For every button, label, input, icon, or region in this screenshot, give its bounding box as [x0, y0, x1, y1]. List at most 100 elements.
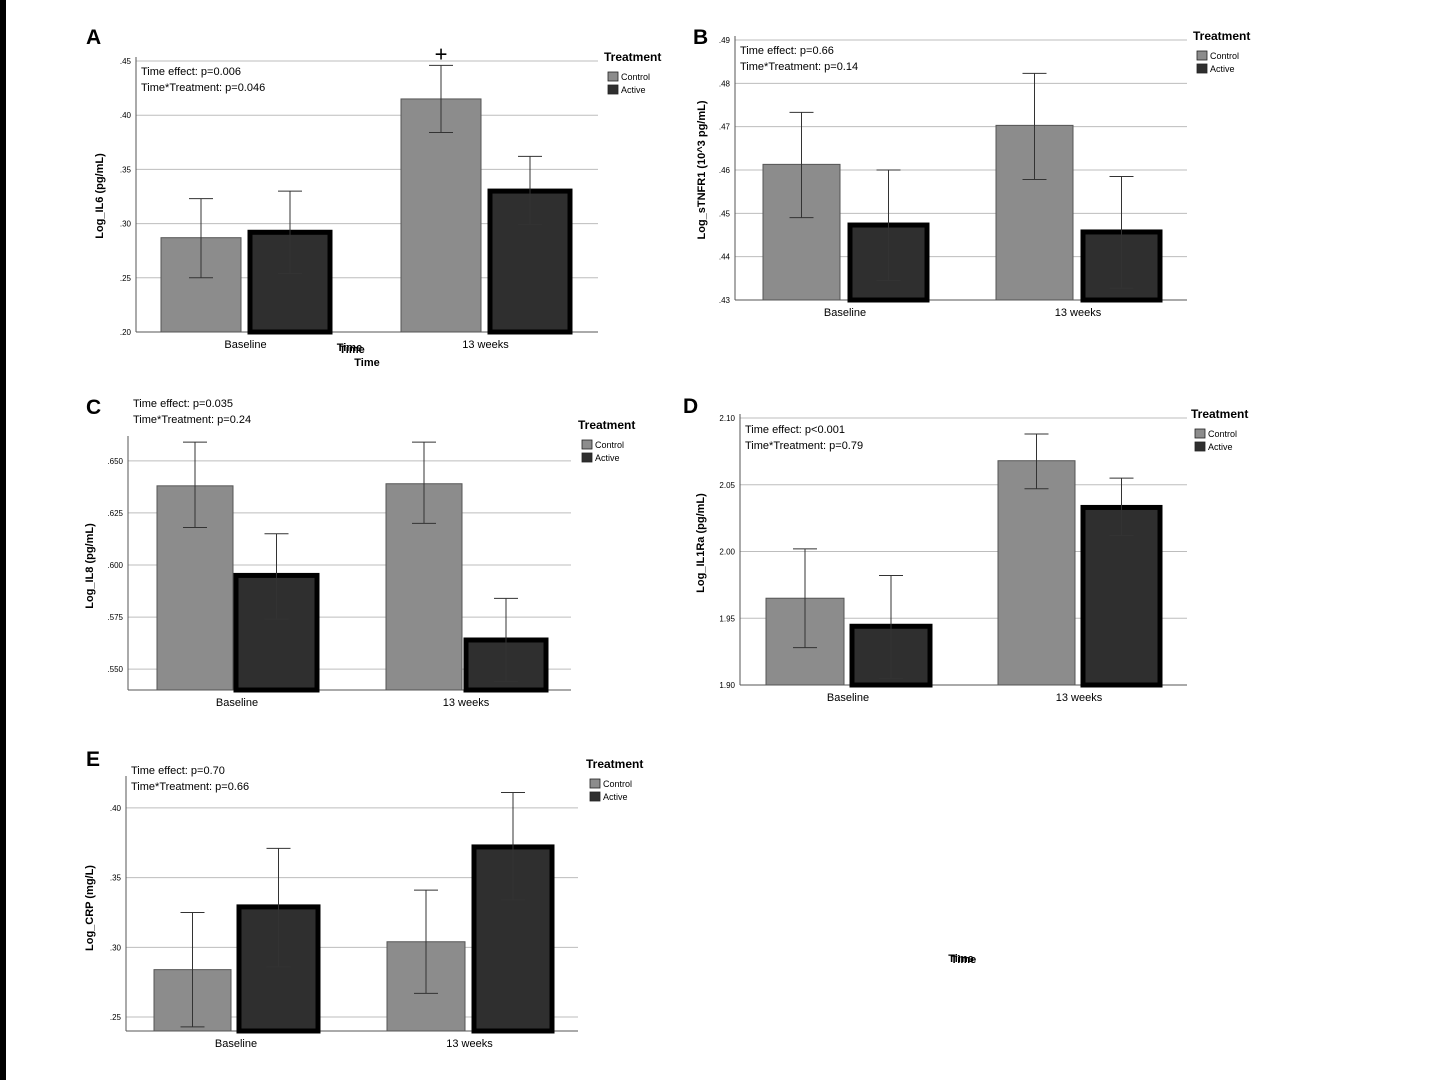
- x-tick-label: Baseline: [216, 697, 258, 709]
- legend-swatch-active: [1194, 441, 1206, 452]
- legend-swatch-control: [1194, 428, 1206, 439]
- y-axis-label: Log_sTNFR1 (10^3 pg/mL): [696, 100, 708, 239]
- y-tick-label: .44: [719, 253, 731, 262]
- y-tick-label: .45: [120, 57, 132, 66]
- error-bar: [789, 111, 814, 219]
- y-tick-label: .30: [110, 943, 122, 952]
- y-tick-label: 2.00: [719, 548, 735, 557]
- error-bar: [183, 441, 207, 528]
- x-tick-label: 13 weeks: [1056, 692, 1103, 704]
- legend-label-control: Control: [603, 779, 632, 789]
- error-bar: [264, 533, 289, 620]
- y-tick-label: .575: [107, 613, 123, 622]
- error-bar: [278, 190, 302, 274]
- y-tick-label: .45: [719, 209, 731, 218]
- x-tick-label: Baseline: [827, 692, 869, 704]
- error-bar: [429, 64, 453, 134]
- error-bar: [180, 911, 205, 1028]
- x-axis-label: Time: [948, 953, 973, 965]
- legend-swatch-active: [607, 84, 619, 95]
- significance-marker: +: [435, 41, 448, 66]
- x-tick-label: 13 weeks: [446, 1038, 493, 1050]
- y-tick-label: .550: [107, 665, 123, 674]
- legend-label-control: Control: [621, 72, 650, 82]
- legend-label-active: Active: [621, 85, 646, 95]
- bar-control-13-weeks: [997, 460, 1076, 686]
- error-bar: [494, 597, 518, 683]
- stat-annotation: Time effect: p=0.70: [131, 765, 225, 777]
- error-bar: [1024, 433, 1049, 490]
- y-tick-label: 1.95: [719, 614, 735, 623]
- y-axis-label: Log_IL8 (pg/mL): [84, 523, 96, 609]
- y-axis-label: Log_IL6 (pg/mL): [94, 153, 106, 239]
- y-tick-label: 2.05: [719, 481, 735, 490]
- x-axis-label: Time: [354, 357, 379, 369]
- panel-letter: B: [693, 26, 708, 49]
- legend-label-control: Control: [595, 440, 624, 450]
- y-tick-label: .20: [120, 328, 132, 337]
- y-tick-label: .40: [120, 111, 132, 120]
- legend-swatch-active: [589, 791, 601, 802]
- legend-title: Treatment: [578, 418, 635, 432]
- y-tick-label: .25: [120, 274, 132, 283]
- x-axis-label: Time: [339, 344, 364, 356]
- legend-swatch-control: [589, 778, 601, 789]
- legend-title: Treatment: [1193, 29, 1250, 43]
- y-tick-label: .46: [719, 166, 731, 175]
- x-axis-label: Time: [337, 342, 362, 354]
- legend-swatch-active: [1196, 63, 1208, 74]
- y-tick-label: 1.90: [719, 681, 735, 690]
- y-tick-label: .49: [719, 36, 731, 45]
- y-tick-label: .48: [719, 79, 731, 88]
- panel-letter: C: [86, 396, 101, 419]
- y-tick-label: .30: [120, 220, 132, 229]
- panel-letter: D: [683, 395, 698, 418]
- legend-label-active: Active: [595, 453, 620, 463]
- stat-annotation: Time*Treatment: p=0.66: [131, 781, 249, 793]
- legend-swatch-control: [581, 439, 593, 450]
- x-tick-label: 13 weeks: [1055, 307, 1102, 319]
- error-bar: [518, 155, 542, 226]
- error-bar: [414, 889, 438, 994]
- legend-label-active: Active: [1208, 442, 1233, 452]
- x-tick-label: Baseline: [224, 339, 266, 351]
- y-tick-label: 2.10: [719, 414, 735, 423]
- panel-letter: A: [86, 26, 101, 49]
- legend-label-active: Active: [1210, 64, 1235, 74]
- y-tick-label: .43: [719, 296, 731, 305]
- stat-annotation: Time*Treatment: p=0.79: [745, 440, 863, 452]
- stat-annotation: Time effect: p=0.66: [740, 45, 834, 57]
- legend-label-control: Control: [1210, 51, 1239, 61]
- y-tick-label: .47: [719, 123, 731, 132]
- panel-d: D 1.90 1.95 2.00 2.05 2.10 Baseline 13 weeks Tim…: [683, 395, 1248, 966]
- error-bar: [1022, 72, 1047, 181]
- y-tick-label: .40: [110, 804, 122, 813]
- left-border: [0, 0, 6, 1080]
- error-bar: [1109, 176, 1134, 289]
- y-tick-label: .35: [110, 874, 122, 883]
- x-tick-label: Baseline: [824, 307, 866, 319]
- y-tick-label: .600: [107, 561, 123, 570]
- y-tick-label: .625: [107, 509, 123, 518]
- x-tick-label: Baseline: [215, 1038, 257, 1050]
- panel-a: A .20 .25 .30 .35 .40 .45 + Baseline 13 weeks Time…: [86, 26, 661, 369]
- stat-annotation: Time*Treatment: p=0.24: [133, 414, 251, 426]
- x-tick-label: 13 weeks: [443, 697, 490, 709]
- x-axis-label: Time: [951, 954, 976, 966]
- error-bar: [793, 548, 817, 649]
- y-tick-label: .650: [107, 457, 123, 466]
- panel-c: C .550 .575 .600 .625 .650 Baseline 13 weeks Tim…: [84, 342, 635, 709]
- legend-title: Treatment: [586, 757, 643, 771]
- error-bar: [501, 792, 525, 901]
- error-bar: [412, 441, 436, 524]
- error-bar: [266, 847, 291, 968]
- bar-control-13-weeks: [400, 98, 482, 333]
- stat-annotation: Time effect: p=0.006: [141, 66, 241, 78]
- x-tick-label: 13 weeks: [462, 339, 509, 351]
- error-bar: [879, 575, 903, 679]
- error-bar: [876, 169, 901, 281]
- legend-title: Treatment: [1191, 407, 1248, 421]
- y-axis-label: Log_CRP (mg/L): [84, 865, 96, 951]
